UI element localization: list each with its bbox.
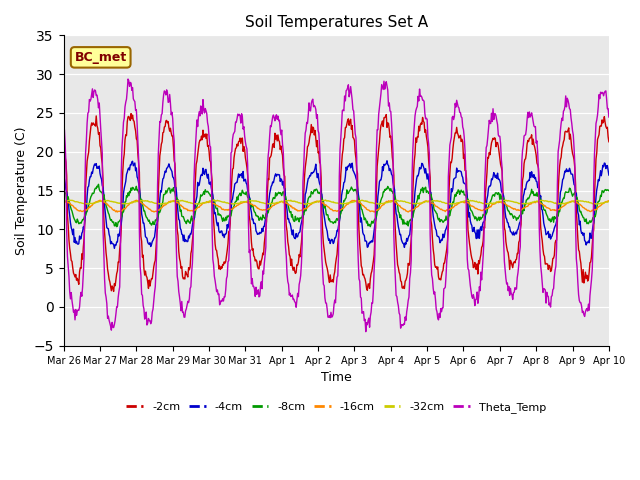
Line: Theta_Temp: Theta_Temp xyxy=(63,79,609,332)
Line: -2cm: -2cm xyxy=(63,114,609,291)
Legend: -2cm, -4cm, -8cm, -16cm, -32cm, Theta_Temp: -2cm, -4cm, -8cm, -16cm, -32cm, Theta_Te… xyxy=(122,398,550,418)
Line: -16cm: -16cm xyxy=(63,200,609,212)
Text: BC_met: BC_met xyxy=(74,51,127,64)
X-axis label: Time: Time xyxy=(321,371,351,384)
Line: -8cm: -8cm xyxy=(63,184,609,227)
Line: -32cm: -32cm xyxy=(63,200,609,204)
Line: -4cm: -4cm xyxy=(63,161,609,248)
Title: Soil Temperatures Set A: Soil Temperatures Set A xyxy=(244,15,428,30)
Y-axis label: Soil Temperature (C): Soil Temperature (C) xyxy=(15,126,28,255)
